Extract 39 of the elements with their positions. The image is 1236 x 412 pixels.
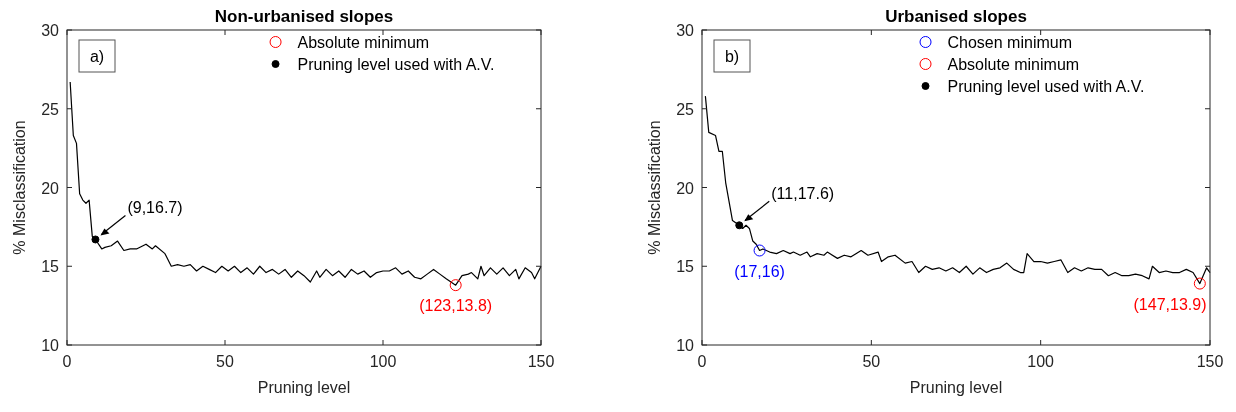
chart-title: Non-urbanised slopes — [214, 7, 394, 26]
legend-label: Pruning level used with A.V. — [947, 78, 1145, 95]
x-tick-label: 100 — [1027, 353, 1055, 370]
y-tick-label: 10 — [41, 337, 60, 354]
y-axis-title: % Misclassification — [646, 120, 663, 255]
annotation: (9,16.7) — [127, 199, 183, 217]
y-tick-label: 20 — [41, 179, 60, 197]
annotation: (123,13.8) — [419, 297, 493, 315]
y-tick-label: 30 — [676, 22, 695, 39]
y-tick-label: 15 — [676, 258, 695, 276]
legend-label: Absolute minimum — [297, 34, 430, 51]
point — [735, 221, 744, 230]
annotation: (11,17.6) — [771, 185, 835, 203]
x-tick-label: 0 — [62, 353, 72, 370]
annotation: (147,13.9) — [1133, 295, 1207, 313]
chart-title: Urbanised slopes — [885, 7, 1027, 26]
x-tick-label: 150 — [527, 353, 555, 370]
x-tick-label: 0 — [697, 353, 707, 370]
legend-label: Chosen minimum — [947, 34, 1072, 51]
y-tick-label: 25 — [676, 100, 695, 118]
annotation: a) — [89, 48, 105, 65]
y-tick-label: 10 — [676, 337, 695, 354]
legend-label: Pruning level used with A.V. — [297, 56, 495, 73]
x-tick-label: 50 — [216, 353, 234, 370]
point — [753, 244, 766, 257]
y-tick-label: 15 — [41, 258, 60, 276]
legend-label: Absolute minimum — [947, 56, 1080, 73]
y-tick-label: 20 — [676, 179, 695, 197]
x-tick-label: 50 — [862, 353, 881, 370]
x-axis-title: Pruning level — [257, 379, 351, 396]
annotation: (17,16) — [734, 262, 785, 280]
y-axis-title: % Misclassification — [11, 120, 28, 255]
y-tick-label: 30 — [41, 22, 60, 39]
y-tick-label: 25 — [41, 100, 60, 118]
point — [1193, 277, 1206, 290]
x-axis-title: Pruning level — [909, 379, 1003, 396]
x-tick-label: 150 — [1196, 353, 1224, 370]
annotation: b) — [724, 48, 740, 65]
x-tick-label: 100 — [369, 353, 397, 370]
